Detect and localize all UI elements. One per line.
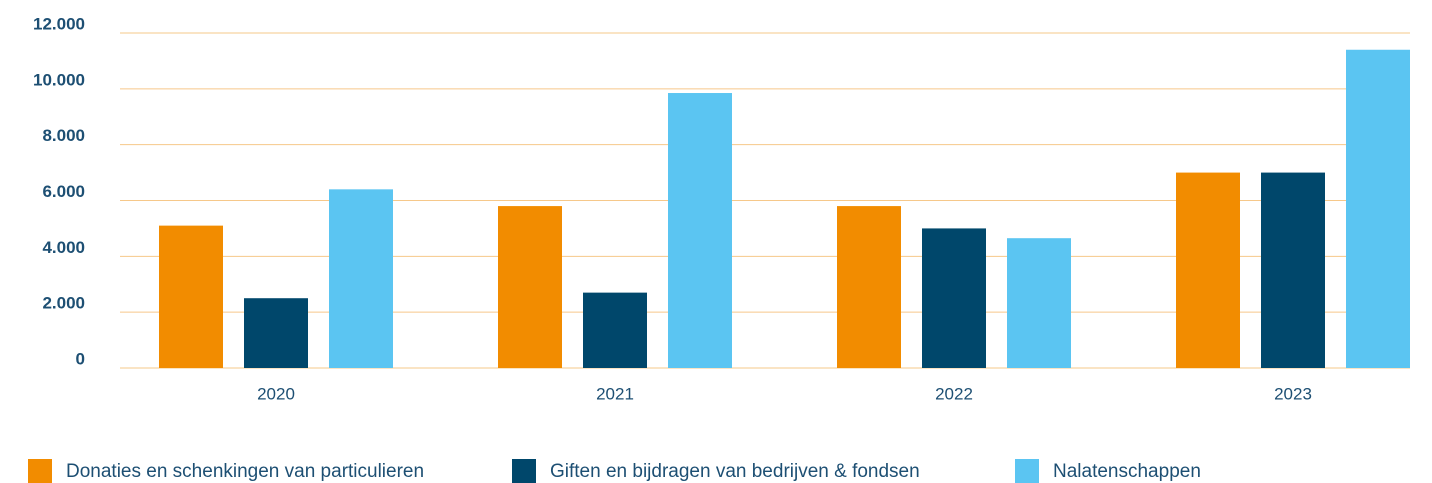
y-tick-label: 2.000 [42, 294, 85, 313]
x-tick-label: 2023 [1274, 384, 1312, 403]
bar [583, 292, 647, 368]
legend-swatch [512, 459, 536, 483]
x-tick-label: 2022 [935, 384, 973, 403]
bar [837, 206, 901, 368]
legend-swatch [28, 459, 52, 483]
y-tick-label: 0 [76, 349, 85, 368]
x-tick-label: 2020 [257, 384, 295, 403]
bar [1176, 172, 1240, 368]
bar [244, 298, 308, 368]
bar [668, 93, 732, 368]
legend-label: Donaties en schenkingen van particuliere… [66, 461, 424, 482]
bar [922, 228, 986, 368]
bar [329, 189, 393, 368]
y-tick-label: 6.000 [42, 182, 85, 201]
bar [1007, 238, 1071, 368]
bar [498, 206, 562, 368]
legend-label: Nalatenschappen [1053, 461, 1201, 482]
y-tick-label: 8.000 [42, 126, 85, 145]
legend-swatch [1015, 459, 1039, 483]
legend-label: Giften en bijdragen van bedrijven & fond… [550, 461, 920, 482]
x-tick-label: 2021 [596, 384, 634, 403]
y-tick-label: 12.000 [33, 14, 85, 33]
bar [159, 225, 223, 368]
y-tick-label: 10.000 [33, 70, 85, 89]
bar [1261, 172, 1325, 368]
y-tick-label: 4.000 [42, 238, 85, 257]
bar [1346, 49, 1410, 368]
